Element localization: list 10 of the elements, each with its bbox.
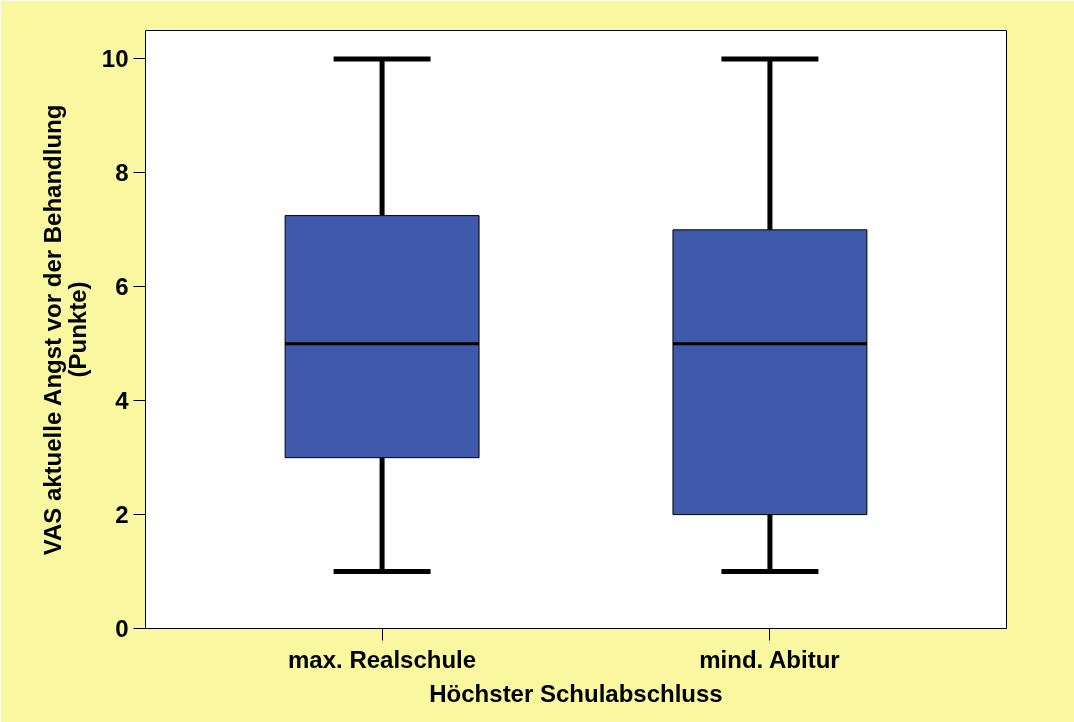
y-axis-title: VAS aktuelle Angst vor der Behandlung (Punkte) xyxy=(39,104,91,556)
y-tick-label: 10 xyxy=(101,45,129,73)
y-tick-label: 4 xyxy=(115,387,130,415)
x-tick-label: max. Realschule xyxy=(288,645,477,673)
x-axis-title: Höchster Schulabschluss xyxy=(429,679,723,707)
y-tick-label: 8 xyxy=(115,159,129,187)
y-tick-label: 6 xyxy=(115,273,129,301)
x-tick-label: mind. Abitur xyxy=(699,645,840,673)
y-tick-label: 0 xyxy=(115,615,129,642)
y-tick-label: 2 xyxy=(115,501,129,529)
